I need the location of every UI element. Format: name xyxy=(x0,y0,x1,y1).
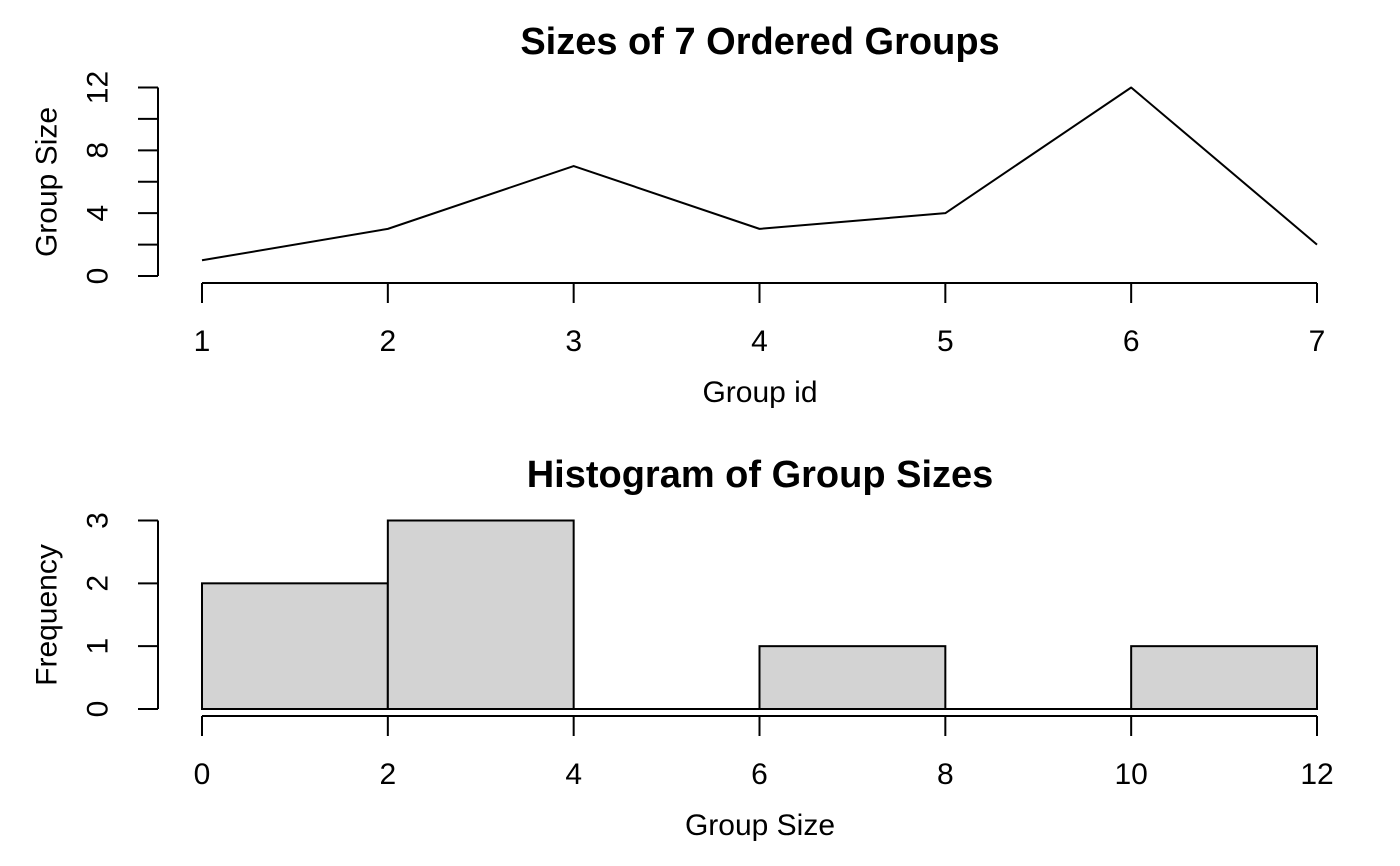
y-tick-label: 0 xyxy=(82,268,115,285)
x-axis: 1 2 3 4 5 6 7 xyxy=(194,282,1326,358)
histogram-bar xyxy=(201,582,389,710)
y-tick-label: 3 xyxy=(82,512,115,529)
x-tick-label: 5 xyxy=(937,325,954,358)
x-tick-label: 6 xyxy=(751,758,768,791)
y-tick-label: 8 xyxy=(82,142,115,159)
line-chart-y-axis-label: Group Size xyxy=(31,107,64,257)
x-tick-label: 12 xyxy=(1300,758,1333,791)
x-tick-label: 10 xyxy=(1114,758,1147,791)
histogram-x-axis-label: Group Size xyxy=(685,809,835,842)
y-tick-label: 12 xyxy=(82,71,115,104)
histogram-y-axis-label: Frequency xyxy=(31,544,64,686)
x-tick-label: 7 xyxy=(1309,325,1326,358)
histogram-bar xyxy=(1130,645,1318,711)
x-tick-label: 3 xyxy=(565,325,582,358)
line-chart-x-axis-label: Group id xyxy=(702,376,817,409)
histogram-figure: Histogram of Group Sizes Group Size Freq… xyxy=(31,454,1334,842)
line-series-path xyxy=(201,86,1318,262)
x-axis: 0 2 4 6 8 10 12 xyxy=(194,715,1334,791)
x-tick-label: 8 xyxy=(937,758,954,791)
x-tick-label: 6 xyxy=(1123,325,1140,358)
x-tick-label: 2 xyxy=(379,758,396,791)
histogram-bars xyxy=(201,519,1318,711)
line-chart-figure: Sizes of 7 Ordered Groups Group id Group… xyxy=(31,21,1326,409)
x-tick-label: 4 xyxy=(751,325,768,358)
histogram-bar xyxy=(758,645,947,711)
y-tick-label: 4 xyxy=(82,205,115,222)
y-tick-label: 1 xyxy=(82,638,115,655)
histogram-title: Histogram of Group Sizes xyxy=(527,454,994,496)
x-tick-label: 2 xyxy=(379,325,396,358)
y-axis: 0 4 8 12 xyxy=(82,71,159,285)
y-tick-label: 2 xyxy=(82,575,115,592)
y-axis: 0 1 2 3 xyxy=(82,512,159,717)
histogram-bar xyxy=(386,519,575,710)
data-line xyxy=(201,86,1318,262)
line-chart-title: Sizes of 7 Ordered Groups xyxy=(520,21,999,63)
x-tick-label: 0 xyxy=(194,758,211,791)
x-tick-label: 4 xyxy=(565,758,582,791)
x-tick-label: 1 xyxy=(194,325,211,358)
y-tick-label: 0 xyxy=(82,701,115,718)
